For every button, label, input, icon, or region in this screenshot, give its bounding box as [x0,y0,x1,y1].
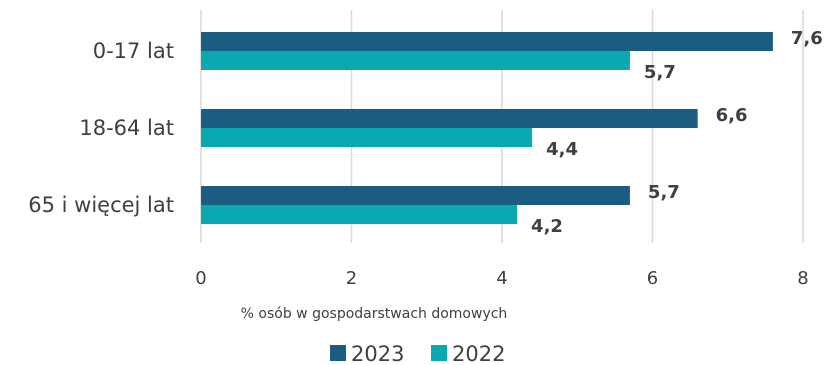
value-label-2022-1: 5,7 [644,62,676,83]
bars [201,32,773,224]
category-label: 18-64 lat [79,116,174,140]
x-tick-labels: 0 2 4 6 8 [195,268,808,289]
legend: 2023 2022 [330,342,505,365]
category-labels: 0-17 lat 18-64 lat 65 i więcej lat [28,39,174,217]
value-label-2023-3: 5,7 [648,182,680,203]
category-label: 0-17 lat [93,39,174,63]
bar-2023-1 [201,32,773,51]
x-tick-label: 0 [195,268,206,289]
x-axis-title: % osób w gospodarstwach domowych [241,306,508,322]
bar-2022-2 [201,128,533,147]
legend-swatch-2023 [330,345,346,361]
x-tick-label: 6 [647,268,658,289]
bar-2022-3 [201,205,518,224]
legend-swatch-2022 [431,345,447,361]
legend-label-2022: 2022 [452,342,505,365]
value-label-2023-1: 7,6 [791,28,823,49]
value-labels: 7,6 5,7 6,6 4,4 5,7 4,2 [531,28,823,237]
value-label-2022-3: 4,2 [531,216,563,237]
legend-label-2023: 2023 [351,342,404,365]
category-label: 65 i więcej lat [28,193,174,217]
value-label-2022-2: 4,4 [546,139,578,160]
bar-2023-3 [201,186,630,205]
value-label-2023-2: 6,6 [716,105,748,126]
x-tick-label: 4 [496,268,507,289]
bar-2022-1 [201,51,630,70]
x-tick-label: 2 [346,268,357,289]
x-tick-label: 8 [797,268,808,289]
bar-2023-2 [201,109,698,128]
